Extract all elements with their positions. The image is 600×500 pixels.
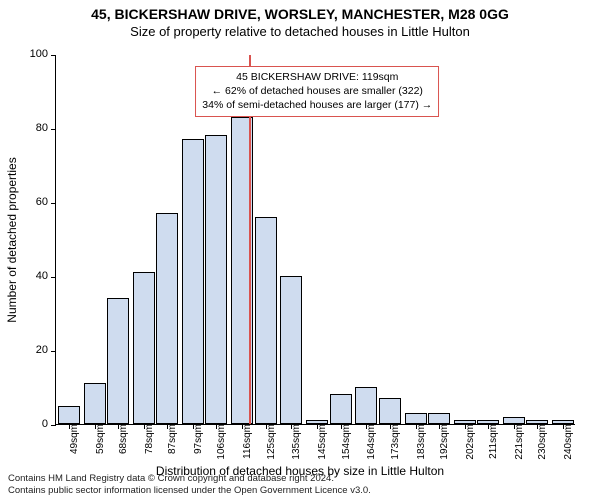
histogram-bar: [182, 139, 204, 424]
histogram-bar: [205, 135, 227, 424]
x-tick-label: 78sqm: [140, 424, 155, 454]
y-tick-mark: [51, 277, 56, 278]
x-tick-mark: [366, 424, 367, 429]
y-tick-label: 80: [36, 122, 56, 134]
annotation-line-1: 45 BICKERSHAW DRIVE: 119sqm: [202, 70, 432, 84]
x-tick-mark: [439, 424, 440, 429]
x-tick-mark: [514, 424, 515, 429]
x-tick-mark: [291, 424, 292, 429]
x-tick-mark: [167, 424, 168, 429]
x-tick-mark: [390, 424, 391, 429]
x-tick-label: 87sqm: [163, 424, 178, 454]
y-tick-label: 0: [42, 418, 56, 430]
x-tick-label: 192sqm: [435, 424, 450, 460]
histogram-bar: [355, 387, 377, 424]
x-tick-mark: [216, 424, 217, 429]
y-tick-mark: [51, 55, 56, 56]
histogram-bar: [503, 417, 525, 424]
histogram-bar: [379, 398, 401, 424]
x-tick-label: 240sqm: [559, 424, 574, 460]
annotation-line-3: 34% of semi-detached houses are larger (…: [202, 98, 432, 112]
x-tick-mark: [242, 424, 243, 429]
x-tick-label: 135sqm: [287, 424, 302, 460]
x-tick-label: 230sqm: [533, 424, 548, 460]
y-axis-label: Number of detached properties: [5, 157, 19, 322]
histogram-bar: [107, 298, 129, 424]
x-tick-label: 145sqm: [313, 424, 328, 460]
x-tick-mark: [266, 424, 267, 429]
histogram-bar: [405, 413, 427, 424]
x-tick-label: 125sqm: [262, 424, 277, 460]
attribution-text: Contains HM Land Registry data © Crown c…: [8, 473, 371, 497]
y-tick-label: 20: [36, 344, 56, 356]
x-tick-mark: [118, 424, 119, 429]
x-tick-label: 106sqm: [212, 424, 227, 460]
chart-title-address: 45, BICKERSHAW DRIVE, WORSLEY, MANCHESTE…: [0, 6, 600, 22]
x-tick-mark: [69, 424, 70, 429]
y-tick-mark: [51, 425, 56, 426]
attribution-line-2: Contains public sector information licen…: [8, 485, 371, 497]
x-tick-label: 49sqm: [65, 424, 80, 454]
y-tick-mark: [51, 203, 56, 204]
x-tick-label: 173sqm: [386, 424, 401, 460]
histogram-bar: [280, 276, 302, 424]
x-tick-label: 183sqm: [412, 424, 427, 460]
x-tick-label: 59sqm: [91, 424, 106, 454]
x-tick-mark: [416, 424, 417, 429]
histogram-bar: [428, 413, 450, 424]
annotation-box: 45 BICKERSHAW DRIVE: 119sqm← 62% of deta…: [195, 66, 439, 117]
histogram-bar: [330, 394, 352, 424]
x-tick-mark: [144, 424, 145, 429]
x-tick-label: 116sqm: [238, 424, 253, 459]
y-tick-label: 100: [30, 48, 56, 60]
axes: 02040608010049sqm59sqm68sqm78sqm87sqm97s…: [55, 55, 575, 425]
histogram-bar: [255, 217, 277, 424]
y-tick-mark: [51, 129, 56, 130]
y-tick-mark: [51, 351, 56, 352]
plot-area: 02040608010049sqm59sqm68sqm78sqm87sqm97s…: [55, 55, 575, 425]
x-tick-mark: [465, 424, 466, 429]
histogram-bar: [84, 383, 106, 424]
x-tick-label: 164sqm: [362, 424, 377, 460]
attribution-line-1: Contains HM Land Registry data © Crown c…: [8, 473, 371, 485]
x-tick-label: 221sqm: [510, 424, 525, 460]
x-tick-label: 154sqm: [337, 424, 352, 460]
annotation-line-2: ← 62% of detached houses are smaller (32…: [202, 84, 432, 98]
histogram-bar: [133, 272, 155, 424]
histogram-chart: 45, BICKERSHAW DRIVE, WORSLEY, MANCHESTE…: [0, 0, 600, 500]
histogram-bar: [58, 406, 80, 425]
x-tick-mark: [563, 424, 564, 429]
x-tick-mark: [317, 424, 318, 429]
x-tick-mark: [537, 424, 538, 429]
x-tick-label: 97sqm: [189, 424, 204, 454]
x-tick-label: 68sqm: [114, 424, 129, 454]
x-tick-label: 202sqm: [461, 424, 476, 460]
histogram-bar: [156, 213, 178, 424]
chart-subtitle: Size of property relative to detached ho…: [0, 24, 600, 39]
x-tick-label: 211sqm: [484, 424, 499, 459]
y-tick-label: 40: [36, 270, 56, 282]
y-tick-label: 60: [36, 196, 56, 208]
x-tick-mark: [488, 424, 489, 429]
x-tick-mark: [341, 424, 342, 429]
x-tick-mark: [193, 424, 194, 429]
x-tick-mark: [95, 424, 96, 429]
